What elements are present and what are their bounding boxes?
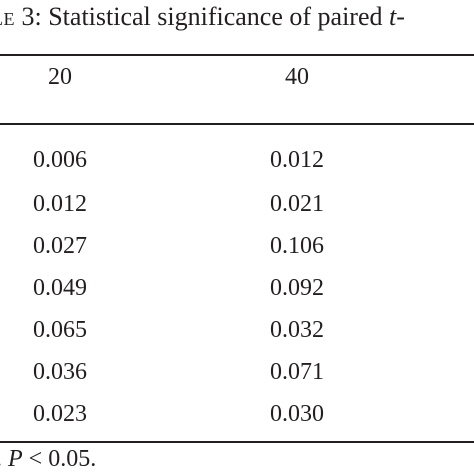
footnote-lead: . <box>0 446 8 472</box>
table-cell: 0.092 <box>270 275 324 301</box>
caption-text: 3: Statistical significance of paired <box>15 2 389 31</box>
caption-suffix: - <box>396 2 405 31</box>
bottom-rule <box>0 441 474 443</box>
table-row: 0.012 0.021 <box>0 184 474 224</box>
column-header-40: 40 <box>285 64 309 90</box>
table-row: 0.027 0.106 <box>0 226 474 266</box>
table-cell: 0.006 <box>33 147 87 173</box>
header-rule <box>0 123 474 125</box>
caption-prefix: le <box>0 2 15 31</box>
table-cell: 0.065 <box>33 317 87 343</box>
table-caption: le 3: Statistical significance of paired… <box>0 2 405 32</box>
table-row: 0.023 0.030 <box>0 394 474 434</box>
table-cell: 0.012 <box>33 191 87 217</box>
table-row: 0.036 0.071 <box>0 352 474 392</box>
caption-t-symbol: t <box>389 2 397 31</box>
table-cell: 0.049 <box>33 275 87 301</box>
table-cell: 0.023 <box>33 401 87 427</box>
column-header-20: 20 <box>48 64 72 90</box>
table-footnote: . P < 0.05. <box>0 444 96 474</box>
table-cell: 0.106 <box>270 233 324 259</box>
table-cell: 0.012 <box>270 147 324 173</box>
table-row: 0.006 0.012 <box>0 140 474 180</box>
table-row: 0.049 0.092 <box>0 268 474 308</box>
table-cell: 0.027 <box>33 233 87 259</box>
footnote-text: < 0.05. <box>22 446 97 472</box>
top-rule <box>0 54 474 56</box>
table-cell: 0.036 <box>33 359 87 385</box>
table-cell: 0.071 <box>270 359 324 385</box>
table-cell: 0.030 <box>270 401 324 427</box>
table-cell: 0.032 <box>270 317 324 343</box>
table-row: 0.065 0.032 <box>0 310 474 350</box>
table-cell: 0.021 <box>270 191 324 217</box>
footnote-p-symbol: P <box>8 446 23 472</box>
